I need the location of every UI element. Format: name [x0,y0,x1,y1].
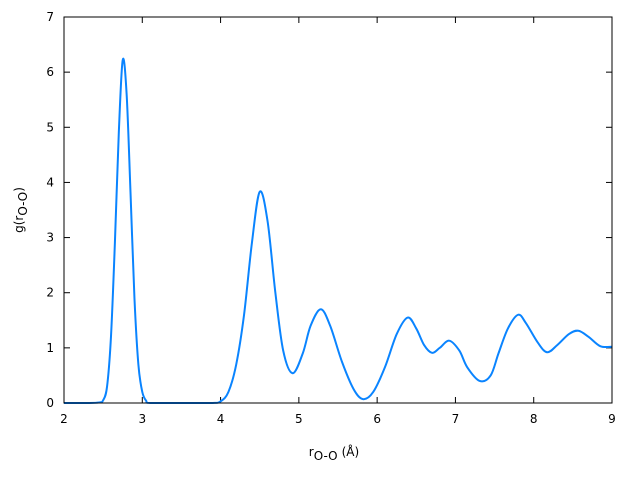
x-axis-label: rO-O (Å) [309,444,359,463]
x-axis-label-main: r [309,445,314,459]
x-tick-label: 8 [530,412,538,426]
x-tick-label: 9 [608,412,616,426]
x-tick-label: 5 [295,412,303,426]
y-tick-label: 3 [46,231,54,245]
y-axis-label-close: ) [12,187,26,192]
x-axis-label-unit: (Å) [342,444,360,459]
y-axis-label: g(rO-O) [12,187,30,233]
y-tick-label: 1 [46,341,54,355]
y-tick-label: 2 [46,286,54,300]
x-tick-label: 7 [452,412,460,426]
x-tick-label: 4 [217,412,225,426]
x-tick-label: 2 [60,412,68,426]
y-tick-label: 7 [46,10,54,24]
x-tick-labels: 2 3 4 5 6 7 8 9 [60,412,616,426]
y-axis-label-main: g(r [12,216,26,233]
y-axis-label-subscript: O-O [16,192,30,216]
y-tick-label: 5 [46,120,54,134]
series-line [64,57,613,404]
axis-ticks [63,16,613,404]
x-axis-label-subscript: O-O [314,449,338,463]
y-tick-label: 0 [46,396,54,410]
plot-frame [63,16,613,404]
y-tick-labels: 0 1 2 3 4 5 6 7 [46,10,54,410]
y-tick-label: 6 [46,65,54,79]
x-tick-label: 3 [138,412,146,426]
y-tick-label: 4 [46,175,54,189]
x-tick-label: 6 [373,412,381,426]
